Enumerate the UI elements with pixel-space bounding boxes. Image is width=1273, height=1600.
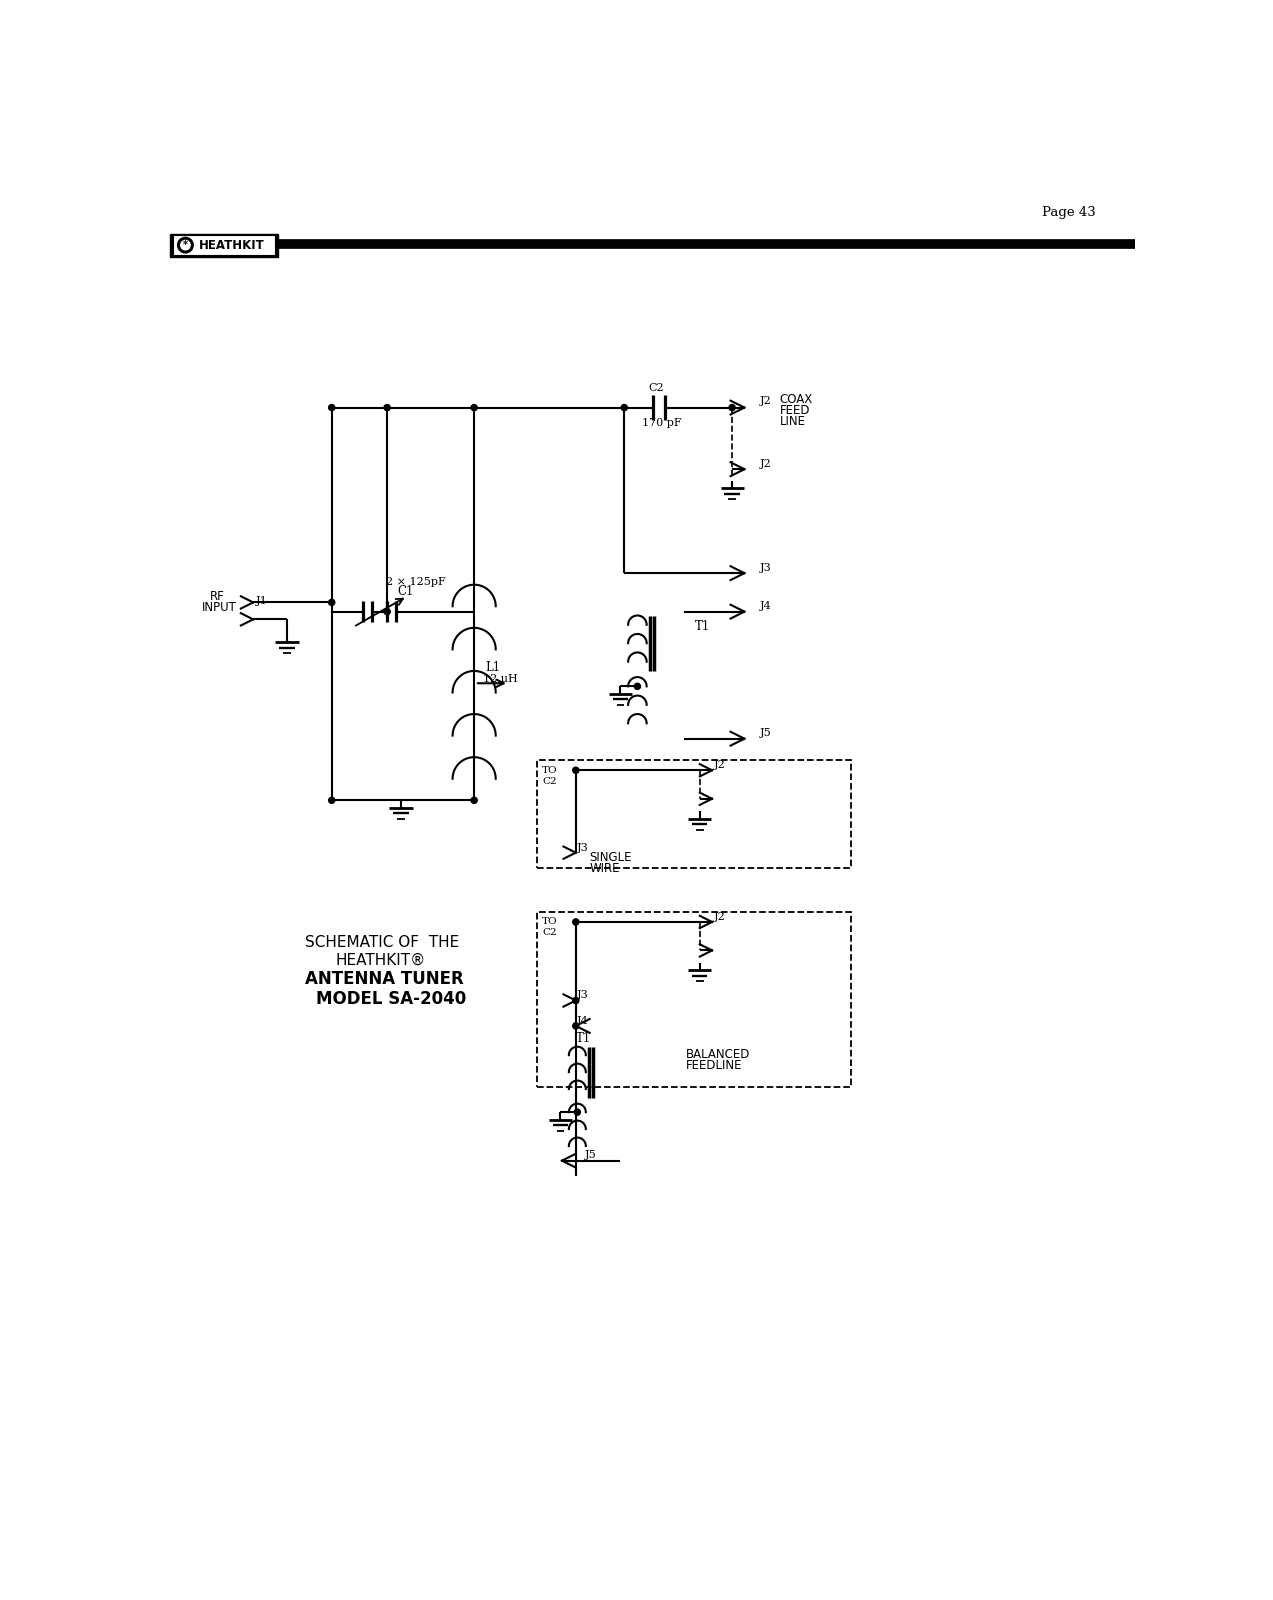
Circle shape xyxy=(328,797,335,803)
Text: T1: T1 xyxy=(695,619,710,632)
Text: J3: J3 xyxy=(578,990,589,1000)
Text: WIRE: WIRE xyxy=(589,861,620,875)
Text: SCHEMATIC OF  THE: SCHEMATIC OF THE xyxy=(304,936,460,950)
Text: *: * xyxy=(183,240,188,250)
Text: LINE: LINE xyxy=(780,414,806,427)
Text: SINGLE: SINGLE xyxy=(589,851,633,864)
Text: L1: L1 xyxy=(486,661,500,674)
Text: TO: TO xyxy=(542,766,558,774)
Bar xyxy=(173,235,275,254)
Text: 2 × 125pF: 2 × 125pF xyxy=(386,578,446,587)
Circle shape xyxy=(573,1022,579,1029)
Text: C2: C2 xyxy=(648,384,663,394)
Circle shape xyxy=(573,918,579,925)
Circle shape xyxy=(384,405,391,411)
Text: J5: J5 xyxy=(760,728,771,738)
Text: FEED: FEED xyxy=(780,405,811,418)
Text: J3: J3 xyxy=(578,843,589,853)
Circle shape xyxy=(573,766,579,773)
Circle shape xyxy=(177,237,193,253)
Text: INPUT: INPUT xyxy=(202,602,237,614)
Text: TO: TO xyxy=(542,917,558,926)
Text: J5: J5 xyxy=(586,1150,597,1160)
Text: RF: RF xyxy=(210,590,225,603)
Text: 170 pF: 170 pF xyxy=(642,418,681,427)
Text: J4: J4 xyxy=(760,602,771,611)
Circle shape xyxy=(179,240,191,251)
Text: J4: J4 xyxy=(578,1016,589,1026)
Circle shape xyxy=(328,405,335,411)
Circle shape xyxy=(471,797,477,803)
Bar xyxy=(171,234,278,256)
Text: J2: J2 xyxy=(714,760,726,770)
Text: J1: J1 xyxy=(256,595,269,606)
Text: MODEL SA-2040: MODEL SA-2040 xyxy=(316,990,467,1008)
Circle shape xyxy=(729,405,736,411)
Bar xyxy=(537,760,852,869)
Text: ANTENNA TUNER: ANTENNA TUNER xyxy=(304,970,463,987)
Text: C2: C2 xyxy=(542,928,556,938)
Text: T1: T1 xyxy=(575,1032,591,1045)
Text: C2: C2 xyxy=(542,776,556,786)
Circle shape xyxy=(573,997,579,1003)
Circle shape xyxy=(384,608,391,614)
Circle shape xyxy=(634,683,640,690)
Text: C1: C1 xyxy=(397,586,414,598)
Text: J2: J2 xyxy=(760,459,771,469)
Text: Page 43: Page 43 xyxy=(1043,206,1096,219)
Text: J2: J2 xyxy=(714,912,726,922)
Text: 12 μH: 12 μH xyxy=(484,674,518,683)
Text: HEATHKIT®: HEATHKIT® xyxy=(336,954,426,968)
Text: HEATHKIT: HEATHKIT xyxy=(199,238,265,251)
Text: BALANCED: BALANCED xyxy=(686,1048,750,1061)
Bar xyxy=(537,912,852,1086)
Circle shape xyxy=(328,600,335,605)
Circle shape xyxy=(471,405,477,411)
Circle shape xyxy=(621,405,628,411)
Circle shape xyxy=(574,1109,580,1115)
Text: FEEDLINE: FEEDLINE xyxy=(686,1059,742,1072)
Text: J3: J3 xyxy=(760,563,771,573)
Text: COAX: COAX xyxy=(780,394,813,406)
Text: J2: J2 xyxy=(760,397,771,406)
